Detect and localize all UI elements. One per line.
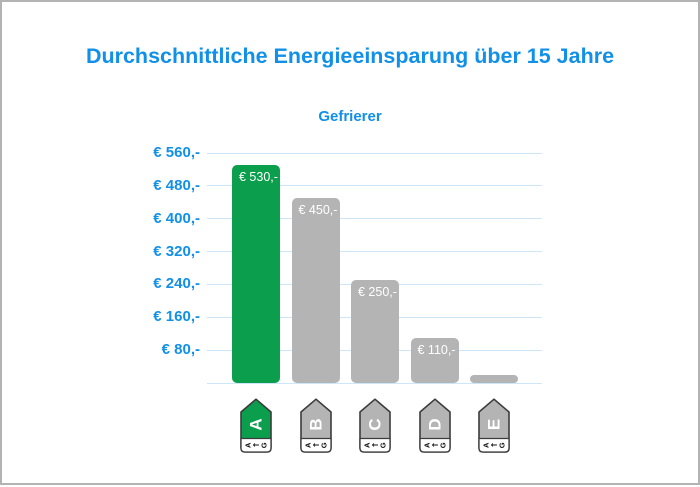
chart-title: Durchschnittliche Energieeinsparung über…	[85, 44, 615, 68]
energy-scale-arrow-icon: ←	[312, 441, 319, 450]
energy-tag-c: C A ← G	[357, 398, 393, 454]
y-tick-label: € 160,-	[153, 308, 200, 326]
energy-tag-b: B A ← G	[298, 398, 334, 454]
bar-value-label: € 530,-	[239, 170, 278, 185]
energy-scale-to: G	[438, 442, 447, 448]
energy-tag-icon: B A ← G	[299, 398, 332, 453]
plot-area: € 530,- € 450,- € 250,- € 110,-	[207, 152, 542, 384]
bar-value-label: € 110,-	[417, 342, 456, 357]
bar-a: € 530,-	[232, 165, 280, 383]
energy-scale-arrow-icon: ←	[431, 441, 438, 450]
bar-b: € 450,-	[291, 198, 340, 383]
energy-tag-letter: E	[485, 419, 504, 430]
gridline	[207, 382, 542, 384]
energy-scale-arrow-icon: ←	[372, 441, 379, 450]
bar-c: € 250,-	[351, 280, 399, 383]
y-tick-label: € 400,-	[153, 209, 200, 227]
gridline	[207, 185, 542, 187]
energy-scale-from: A	[303, 442, 312, 448]
energy-scale-arrow-icon: ←	[491, 441, 498, 450]
energy-scale-from: A	[363, 442, 372, 448]
energy-tag-letter: D	[425, 418, 444, 430]
energy-scale-to: G	[498, 442, 507, 448]
bar-value-label: € 250,-	[358, 285, 397, 300]
y-axis-labels: € 560,- € 480,- € 400,- € 320,- € 240,- € 160…	[2, 2, 200, 487]
y-tick-label: € 320,-	[153, 242, 200, 260]
energy-scale-from: A	[244, 442, 253, 448]
bar-value-label: € 450,-	[298, 203, 338, 218]
energy-scale-to: G	[319, 442, 328, 448]
energy-scale-to: G	[260, 442, 269, 448]
bar-e	[470, 374, 518, 383]
energy-tag-icon: E A ← G	[478, 398, 510, 453]
energy-tag-e: E A ← G	[476, 398, 512, 454]
y-tick-label: € 80,-	[161, 341, 200, 359]
energy-tag-letter: C	[366, 418, 385, 430]
gridline	[207, 251, 542, 253]
energy-scale-from: A	[482, 442, 491, 448]
energy-tag-icon: D A ← G	[418, 398, 451, 453]
energy-scale-to: G	[379, 442, 388, 448]
y-tick-label: € 480,-	[153, 176, 200, 194]
gridline	[207, 152, 542, 154]
energy-tag-d: D A ← G	[417, 398, 453, 454]
energy-tag-icon: C A ← G	[359, 398, 391, 453]
energy-tag-a: A A ← G	[238, 398, 274, 454]
energy-tag-letter: A	[247, 418, 266, 430]
y-tick-label: € 560,-	[153, 144, 200, 161]
bar-d: € 110,-	[410, 337, 459, 383]
energy-scale-arrow-icon: ←	[253, 441, 260, 450]
energy-tag-icon: AA ← G	[240, 398, 272, 453]
y-tick-label: € 240,-	[153, 275, 200, 293]
chart-subtitle: Gefrierer	[318, 108, 382, 125]
energy-tag-letter: B	[306, 418, 325, 430]
energy-scale-from: A	[422, 442, 431, 448]
gridline	[207, 218, 542, 220]
